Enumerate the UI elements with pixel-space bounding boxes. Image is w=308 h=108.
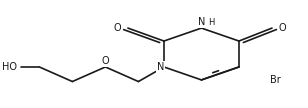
Text: HO: HO — [2, 62, 17, 72]
Text: O: O — [102, 56, 109, 66]
Text: N: N — [198, 17, 205, 27]
Text: N: N — [157, 62, 164, 72]
Text: H: H — [208, 18, 214, 27]
Text: O: O — [114, 23, 121, 33]
Text: Br: Br — [270, 75, 281, 85]
Text: O: O — [278, 23, 286, 33]
